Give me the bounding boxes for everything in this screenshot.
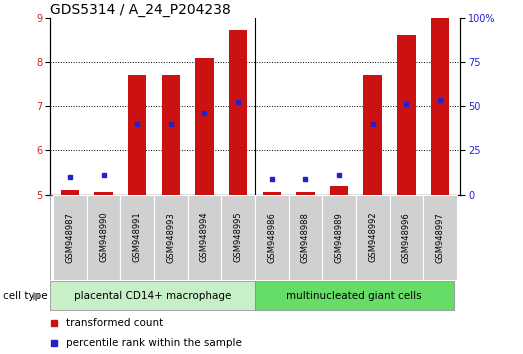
Bar <box>162 75 180 195</box>
Bar <box>289 195 322 280</box>
Text: percentile rank within the sample: percentile rank within the sample <box>66 338 242 348</box>
Text: transformed count: transformed count <box>66 318 163 329</box>
Text: GSM948991: GSM948991 <box>133 212 142 263</box>
Text: GSM948997: GSM948997 <box>436 212 445 263</box>
Text: GSM948994: GSM948994 <box>200 212 209 263</box>
Bar <box>397 34 416 195</box>
Bar <box>263 193 281 195</box>
Bar <box>363 75 382 195</box>
Bar <box>255 281 453 310</box>
Text: GSM948992: GSM948992 <box>368 212 377 263</box>
Text: cell type: cell type <box>3 291 47 301</box>
Bar <box>423 195 457 280</box>
Bar <box>128 75 146 195</box>
Bar <box>322 195 356 280</box>
Bar <box>120 195 154 280</box>
Text: GSM948989: GSM948989 <box>335 212 344 263</box>
Text: GDS5314 / A_24_P204238: GDS5314 / A_24_P204238 <box>50 3 231 17</box>
Bar <box>50 281 255 310</box>
Bar <box>61 190 79 195</box>
Bar <box>255 195 289 280</box>
Bar <box>188 195 221 280</box>
Bar <box>390 195 423 280</box>
Bar <box>356 195 390 280</box>
Bar <box>195 57 214 195</box>
Text: GSM948986: GSM948986 <box>267 212 276 263</box>
Bar <box>221 195 255 280</box>
Bar <box>154 195 188 280</box>
Text: GSM948995: GSM948995 <box>234 212 243 263</box>
Bar <box>431 18 449 195</box>
Text: GSM948987: GSM948987 <box>65 212 74 263</box>
Bar <box>330 186 348 195</box>
Text: GSM948990: GSM948990 <box>99 212 108 263</box>
Text: GSM948988: GSM948988 <box>301 212 310 263</box>
Bar <box>87 195 120 280</box>
Text: GSM948993: GSM948993 <box>166 212 175 263</box>
Bar <box>94 193 113 195</box>
Text: multinucleated giant cells: multinucleated giant cells <box>287 291 422 301</box>
Text: ▶: ▶ <box>33 291 42 301</box>
Text: placental CD14+ macrophage: placental CD14+ macrophage <box>74 291 231 301</box>
Bar <box>229 30 247 195</box>
Bar <box>296 193 315 195</box>
Bar <box>53 195 87 280</box>
Text: GSM948996: GSM948996 <box>402 212 411 263</box>
